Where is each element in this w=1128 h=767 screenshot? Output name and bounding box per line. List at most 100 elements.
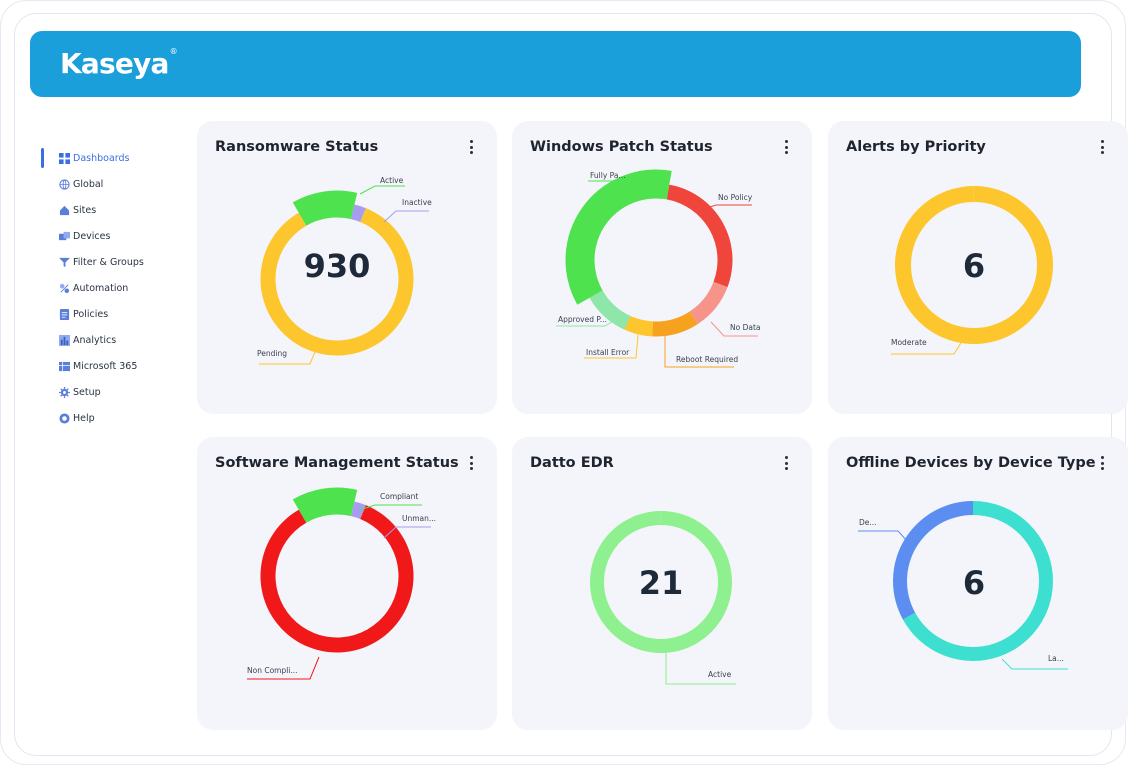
sidebar-item-microsoft-365[interactable]: Microsoft 365 (41, 353, 181, 379)
slice-label: Pending (257, 349, 287, 358)
slice-de[interactable] (893, 501, 973, 620)
slice-fully-pa[interactable] (565, 169, 672, 305)
slice-install-error[interactable] (624, 316, 653, 337)
policies-icon (58, 308, 70, 320)
card-title: Alerts by Priority (846, 139, 986, 155)
sidebar-item-policies[interactable]: Policies (41, 301, 181, 327)
label-non-compliant: Non Compli... (247, 656, 320, 680)
slice-label: Non Compli... (247, 666, 298, 675)
home-icon (58, 204, 70, 216)
center-value: 6 (963, 564, 985, 602)
sidebar-item-label: Devices (73, 230, 111, 242)
devices-icon (58, 230, 70, 242)
kaseya-logo[interactable]: Kaseya® (60, 47, 178, 80)
ransomware-donut-chart: Pending Active Inactive 930 (257, 176, 432, 365)
sidebar-item-analytics[interactable]: Analytics (41, 327, 181, 353)
globe-icon (58, 178, 70, 190)
slice-inactive[interactable] (351, 204, 366, 223)
sidebar-item-automation[interactable]: Automation (41, 275, 181, 301)
sidebar-item-label: Filter & Groups (73, 256, 144, 268)
center-value: 930 (304, 247, 371, 285)
slice-label: No Data (730, 323, 761, 332)
slice-label: Unman... (402, 514, 436, 523)
chart-arcs (565, 169, 733, 337)
automation-icon (58, 282, 70, 294)
more-options-icon[interactable] (782, 455, 790, 471)
card-windows-patch-status: Windows Patch Status Fully Pa... No Poli… (512, 121, 812, 414)
chart-arcs (260, 487, 414, 653)
card-title: Datto EDR (530, 455, 614, 471)
slice-unman[interactable] (351, 501, 366, 520)
sidebar-item-setup[interactable]: Setup (41, 379, 181, 405)
label-pending: Pending (257, 341, 320, 365)
card-title: Software Management Status (215, 455, 459, 471)
slice-label: Moderate (891, 338, 927, 347)
sidebar-item-label: Global (73, 178, 104, 190)
slice-no-policy[interactable] (666, 184, 733, 288)
sidebar-item-help[interactable]: Help (41, 405, 181, 431)
sidebar-item-label: Setup (73, 386, 101, 398)
label-unmanaged: Unman... (383, 514, 436, 539)
sidebar-item-devices[interactable]: Devices (41, 223, 181, 249)
slice-label: Compliant (380, 492, 418, 501)
more-options-icon[interactable] (1098, 455, 1106, 471)
label-fully-patched: Fully Pa... (588, 171, 629, 190)
slice-label: La... (1048, 654, 1064, 663)
microsoft-icon (58, 360, 70, 372)
slice-compliant[interactable] (292, 487, 358, 523)
sidebar-item-label: Sites (73, 204, 97, 216)
chart-arcs (260, 190, 414, 356)
slice-label: Install Error (586, 348, 630, 357)
more-options-icon[interactable] (1098, 139, 1106, 155)
label-moderate: Moderate (891, 337, 965, 355)
card-title: Ransomware Status (215, 139, 379, 155)
label-install-error: Install Error (584, 334, 639, 359)
sidebar-item-label: Policies (73, 308, 109, 320)
sidebar-item-label: Microsoft 365 (73, 360, 138, 372)
sidebar-item-label: Dashboards (73, 152, 130, 164)
alerts-donut-chart: Moderate 6 (891, 186, 1054, 355)
analytics-icon (58, 334, 70, 346)
slice-reboot-required[interactable] (652, 311, 698, 337)
card-alerts-by-priority: Alerts by Priority Moderate 6 (828, 121, 1128, 414)
windows-patch-donut-chart: Fully Pa... No Policy No Data Reboot Req… (556, 169, 761, 368)
slice-active[interactable] (292, 190, 358, 226)
card-title: Offline Devices by Device Type (846, 455, 1096, 471)
slice-label: Fully Pa... (590, 171, 626, 180)
label-approved-pending: Approved P... (556, 315, 616, 327)
slice-label: Reboot Required (676, 355, 738, 364)
label-desktop: De... (858, 518, 909, 543)
offline-devices-donut-chart: De... La... 6 (858, 501, 1068, 670)
sidebar-item-label: Analytics (73, 334, 117, 346)
sidebar-item-global[interactable]: Global (41, 171, 181, 197)
slice-label: Active (708, 670, 732, 679)
sidebar-item-dashboards[interactable]: Dashboards (41, 145, 181, 171)
slice-label: Approved P... (558, 315, 607, 324)
more-options-icon[interactable] (467, 455, 475, 471)
grid-icon (58, 152, 70, 164)
datto-edr-donut-chart: Active 21 (590, 511, 736, 685)
more-options-icon[interactable] (782, 139, 790, 155)
sidebar-nav: Dashboards Global Sites Devices Filter &… (41, 145, 181, 431)
sidebar-item-sites[interactable]: Sites (41, 197, 181, 223)
more-options-icon[interactable] (467, 139, 475, 155)
center-value: 6 (963, 247, 985, 285)
slice-label: De... (859, 518, 877, 527)
help-icon (58, 412, 70, 424)
card-ransomware-status: Ransomware Status Pending Active Inactiv… (197, 121, 497, 414)
label-laptop: La... (1001, 654, 1068, 670)
card-title: Windows Patch Status (530, 139, 713, 155)
software-management-donut-chart: Non Compli... Compliant Unman... (247, 487, 436, 680)
slice-approved-p[interactable] (589, 290, 631, 330)
chart-arcs (893, 501, 1053, 661)
label-reboot-required: Reboot Required (664, 336, 738, 368)
sidebar-item-filter-groups[interactable]: Filter & Groups (41, 249, 181, 275)
slice-no-data[interactable] (689, 281, 728, 325)
label-active: Active (665, 649, 736, 685)
label-no-data: No Data (710, 321, 761, 337)
label-compliant: Compliant (359, 492, 422, 511)
center-value: 21 (639, 564, 684, 602)
sidebar-item-label: Help (73, 412, 95, 424)
slice-non-compli[interactable] (260, 505, 414, 653)
card-software-management-status: Software Management Status Non Compli...… (197, 437, 497, 730)
